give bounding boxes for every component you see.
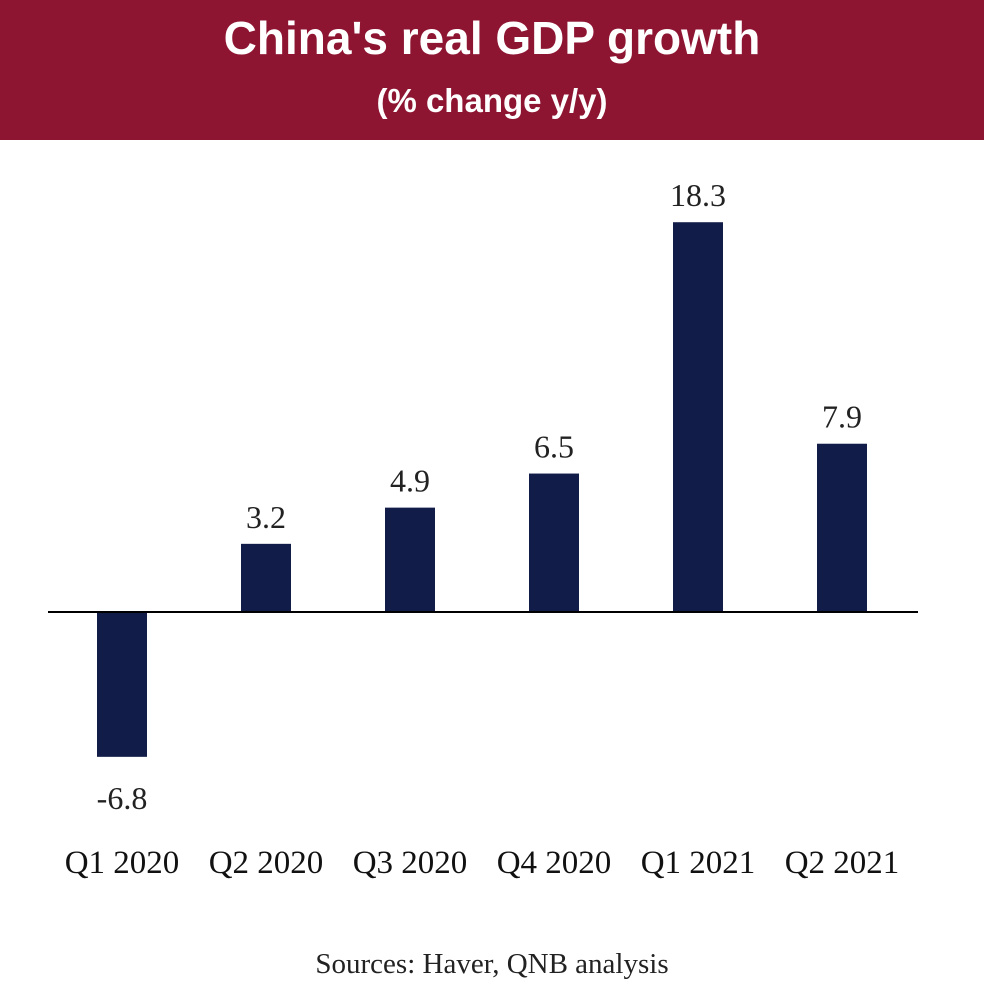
data-label: -6.8 [97,780,148,816]
data-label: 6.5 [534,429,574,465]
chart-source: Sources: Haver, QNB analysis [315,948,669,980]
chart-title: China's real GDP growth [223,12,761,64]
x-tick-label: Q3 2020 [353,845,468,881]
chart-subtitle: (% change y/y) [376,82,608,119]
x-tick-label: Q1 2021 [641,845,756,881]
bar-q3-2020 [385,507,435,612]
bar-q2-2020 [241,543,291,612]
data-label: 4.9 [390,463,430,499]
chart-header: China's real GDP growth (% change y/y) [0,0,984,140]
x-tick-label: Q2 2020 [209,845,324,881]
data-label: 7.9 [822,399,862,435]
bar-chart: -6.8 Q1 2020 3.2 Q2 2020 4.9 Q3 2020 6.5 Q4 202… [48,177,918,881]
data-label: 18.3 [670,177,726,213]
x-tick-label: Q2 2021 [785,845,900,881]
bar-q1-2020 [97,612,147,757]
bar-q2-2021 [817,443,867,612]
x-tick-label: Q1 2020 [65,845,180,881]
bar-q4-2020 [529,473,579,612]
x-tick-label: Q4 2020 [497,845,612,881]
bar-q1-2021 [673,222,723,612]
data-label: 3.2 [246,499,286,535]
